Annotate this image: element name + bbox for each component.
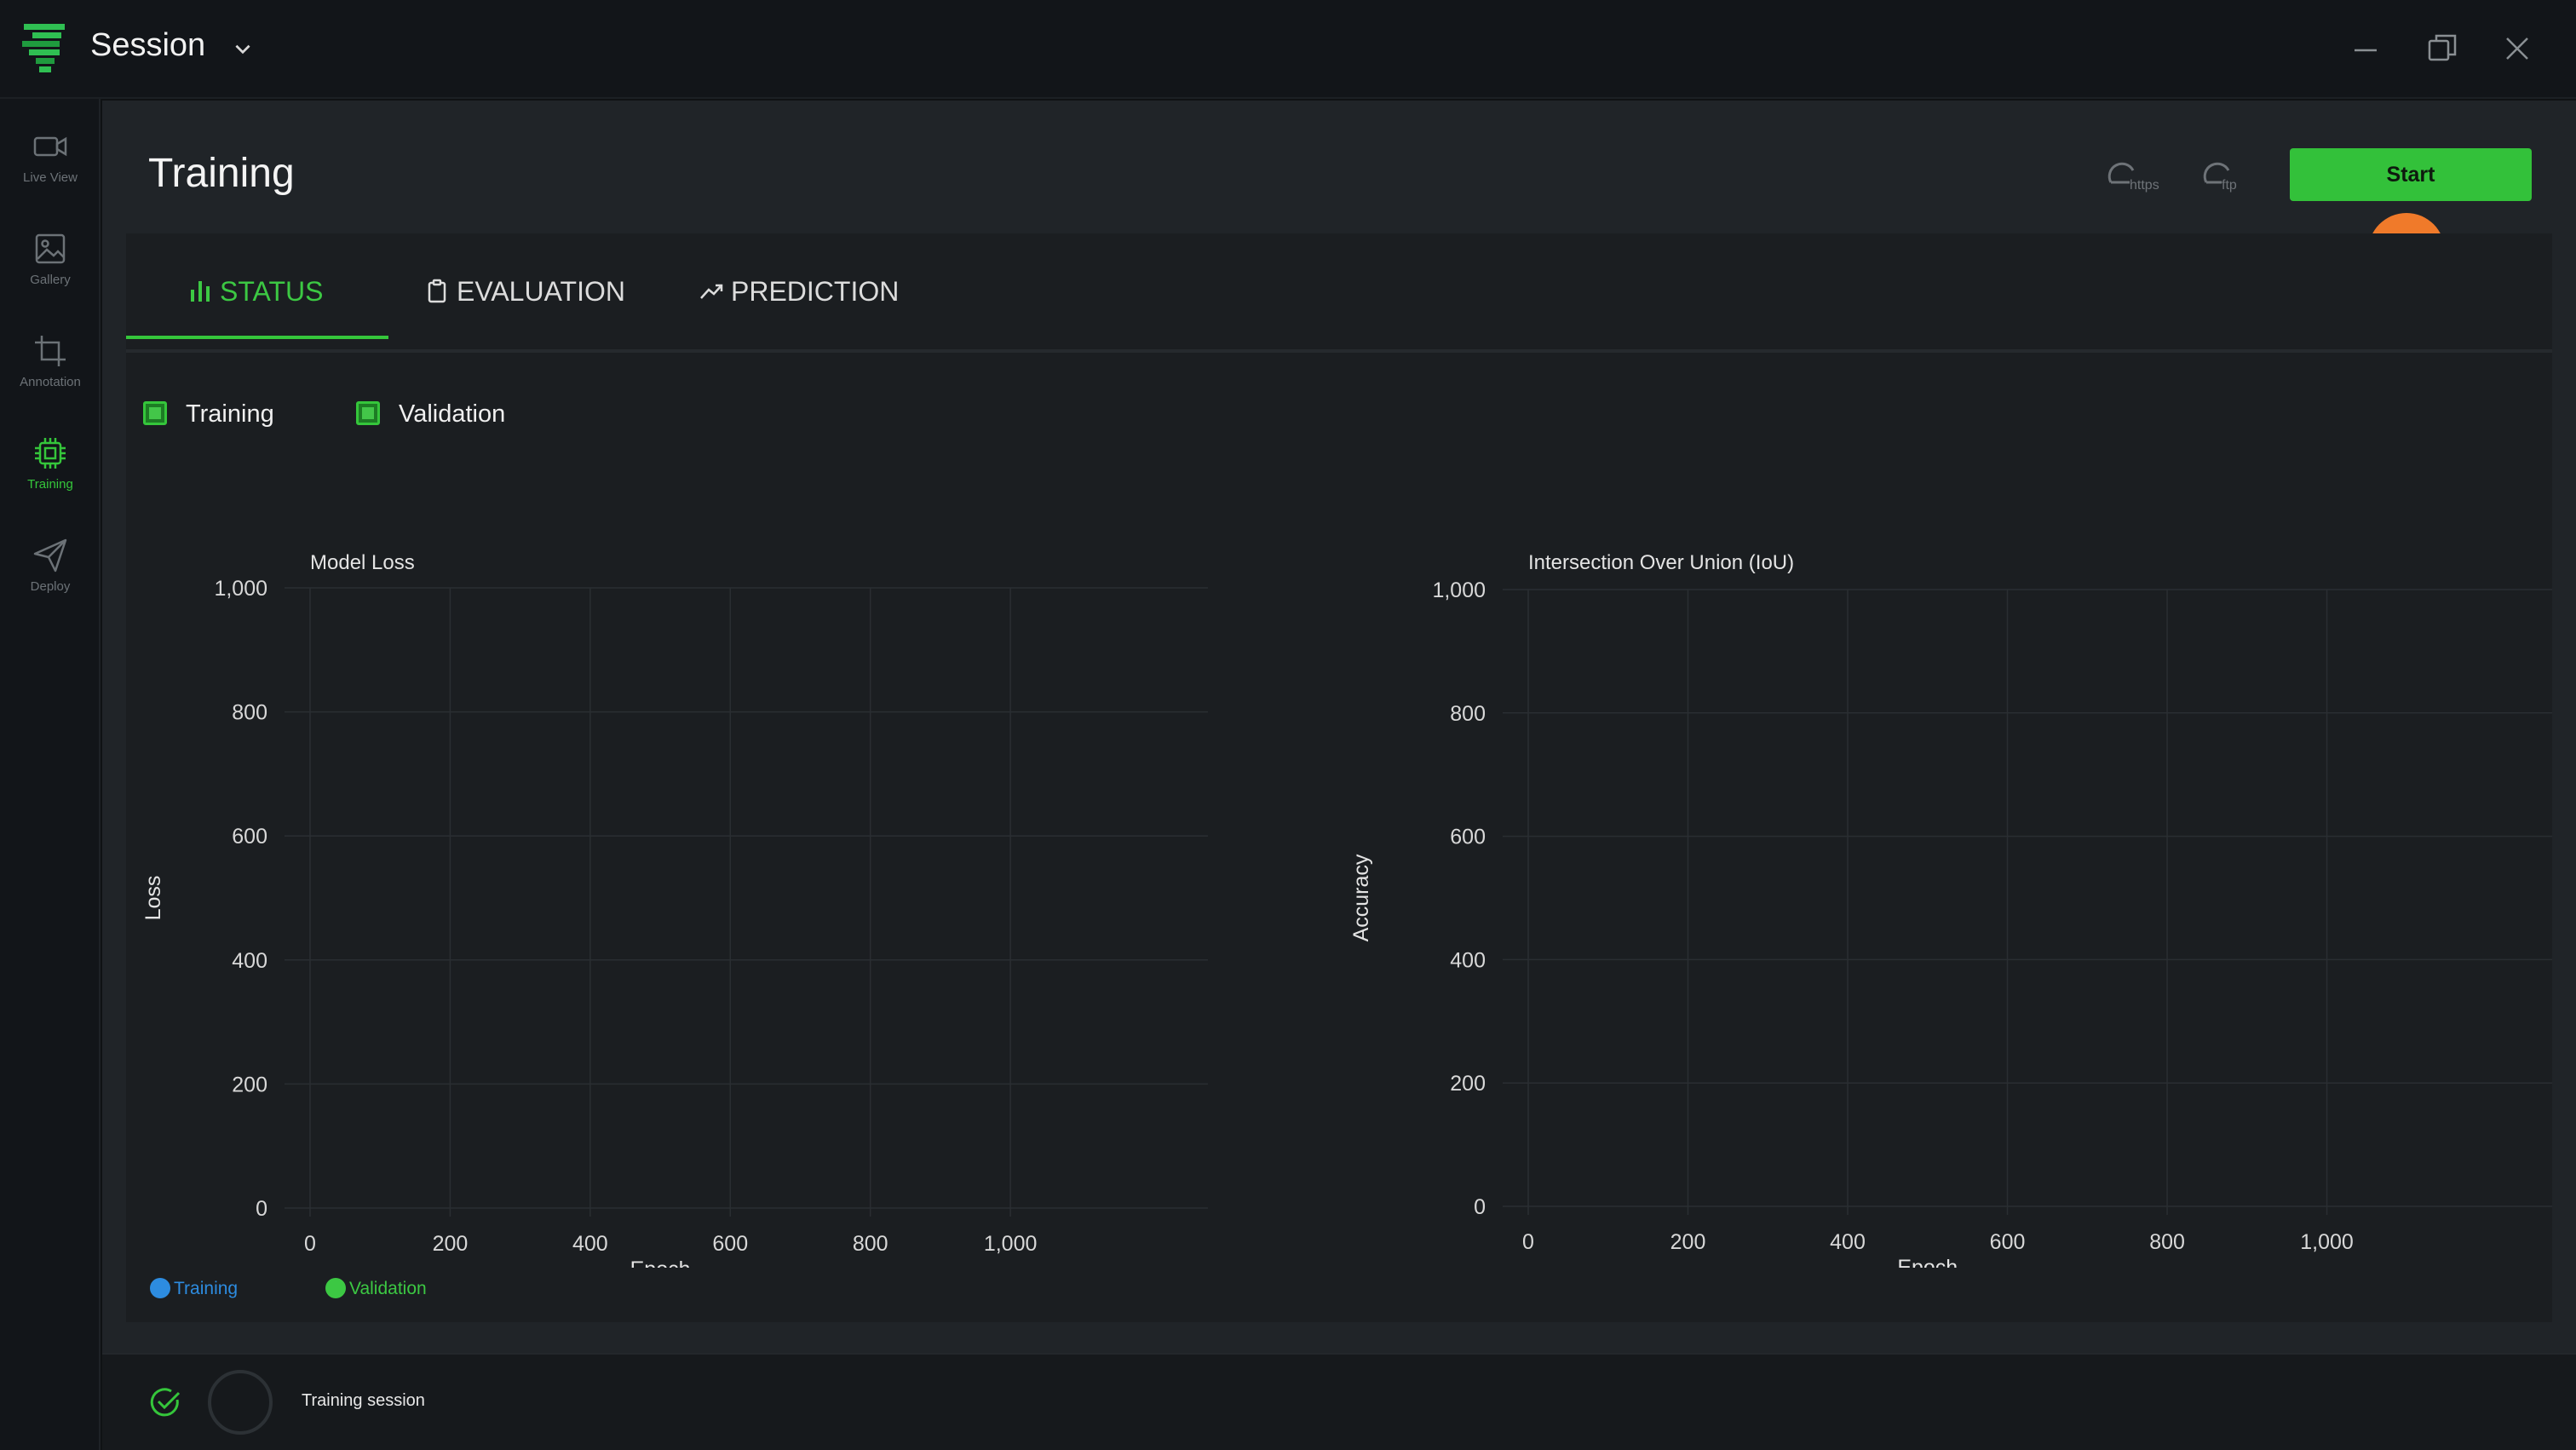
sidebar-item-label: Live View [23, 170, 78, 185]
tab-prediction[interactable]: PREDICTION [699, 276, 899, 319]
y-tick-label: 800 [1450, 702, 1486, 726]
tab-evaluation[interactable]: EVALUATION [424, 276, 625, 319]
sidebar-item-live-view[interactable]: Live View [0, 116, 101, 201]
y-tick-label: 1,000 [1432, 578, 1486, 602]
y-tick-label: 400 [1450, 948, 1486, 972]
main-panel: Training https ftp Start STATUS [102, 101, 2576, 1353]
cloud-ftp-icon[interactable]: ftp [2188, 148, 2264, 199]
y-tick-label: 200 [1450, 1072, 1486, 1096]
bar-chart-icon [191, 281, 210, 302]
status-bar: Training session [102, 1353, 2576, 1450]
check-circle-icon [150, 1388, 181, 1417]
y-axis-label: Accuracy [1349, 854, 1373, 941]
toggle-label: Validation [399, 400, 506, 428]
restore-icon[interactable] [2421, 27, 2464, 70]
tab-label: EVALUATION [457, 276, 625, 307]
sidebar-item-annotation[interactable]: Annotation [0, 320, 101, 406]
checkbox-icon [143, 401, 167, 425]
legend-dot [150, 1278, 170, 1298]
legend-training[interactable]: Training [150, 1278, 238, 1299]
sidebar-item-label: Gallery [30, 273, 71, 287]
x-tick-label: 400 [1830, 1230, 1866, 1254]
page-title: Training [148, 151, 295, 196]
send-icon [33, 538, 67, 573]
x-tick-label: 800 [2149, 1230, 2185, 1254]
x-tick-label: 200 [1670, 1230, 1706, 1254]
y-tick-label: 600 [232, 825, 267, 849]
tab-label: PREDICTION [731, 276, 900, 307]
app-logo[interactable] [20, 22, 68, 75]
chip-icon [35, 438, 66, 469]
x-tick-label: 600 [712, 1232, 748, 1256]
legend-validation[interactable]: Validation [325, 1278, 427, 1299]
y-tick-label: 1,000 [214, 577, 267, 601]
legend-label: Validation [349, 1279, 427, 1298]
x-tick-label: 600 [1990, 1230, 2026, 1254]
image-icon [35, 233, 66, 264]
x-tick-label: 0 [1522, 1230, 1534, 1254]
video-camera-icon [33, 136, 67, 157]
cloud-https-icon[interactable]: https [2092, 148, 2169, 199]
content-card: STATUS EVALUATION PREDICTION Training Va… [126, 233, 2552, 1322]
x-tick-label: 1,000 [2300, 1230, 2354, 1254]
x-tick-label: 400 [572, 1232, 608, 1256]
tab-label: STATUS [220, 276, 324, 307]
validation-series-toggle[interactable]: Validation [356, 400, 505, 434]
sidebar-item-gallery[interactable]: Gallery [0, 218, 101, 303]
progress-spinner [208, 1370, 273, 1435]
training-series-toggle[interactable]: Training [143, 400, 274, 434]
model-loss-chart: 0 200 400 600 800 1,000 0 200 400 600 800 1,000 Mode… [141, 551, 1208, 1268]
chevron-down-icon[interactable] [232, 37, 254, 60]
iou-chart: 0 200 400 600 800 1,000 0 200 400 600 800 1,000 Inte… [1349, 551, 2552, 1268]
title-bar: Session [0, 0, 2576, 99]
x-tick-label: 200 [433, 1232, 469, 1256]
status-text: Training session [302, 1391, 425, 1410]
cloud-ftp-label: ftp [2222, 178, 2237, 193]
close-icon[interactable] [2496, 27, 2539, 70]
sidebar-item-label: Deploy [30, 579, 71, 594]
checkbox-icon [356, 401, 380, 425]
y-tick-label: 600 [1450, 826, 1486, 849]
cloud-https-label: https [2130, 178, 2159, 193]
trending-up-icon [700, 284, 723, 299]
y-axis-label: Loss [141, 876, 165, 921]
x-tick-label: 800 [853, 1232, 888, 1256]
x-axis-label: Epoch [630, 1257, 691, 1268]
chart-title: Model Loss [310, 551, 415, 574]
sidebar-item-training[interactable]: Training [0, 423, 101, 508]
crop-icon [35, 336, 66, 366]
x-tick-label: 0 [304, 1232, 316, 1256]
y-tick-label: 0 [1474, 1195, 1486, 1219]
legend-label: Training [174, 1279, 239, 1298]
x-axis-label: Epoch [1897, 1256, 1958, 1268]
legend-dot [325, 1278, 346, 1298]
tab-status[interactable]: STATUS [187, 276, 323, 319]
chart-title: Intersection Over Union (IoU) [1528, 551, 1794, 574]
y-tick-label: 800 [232, 701, 267, 725]
start-button[interactable]: Start [2290, 148, 2532, 201]
sidebar-item-label: Annotation [20, 375, 81, 389]
x-tick-label: 1,000 [984, 1232, 1038, 1256]
minimize-icon[interactable] [2344, 27, 2387, 70]
sidebar-item-deploy[interactable]: Deploy [0, 525, 101, 610]
y-tick-label: 200 [232, 1073, 267, 1096]
clipboard-icon [428, 279, 446, 303]
active-tab-indicator [126, 336, 388, 339]
tab-bar: STATUS EVALUATION PREDICTION [126, 233, 2552, 353]
sidebar: Live View Gallery Annotation Training De… [0, 99, 101, 1450]
y-tick-label: 0 [256, 1197, 267, 1221]
toggle-label: Training [186, 400, 274, 428]
sidebar-item-label: Training [27, 477, 73, 492]
y-tick-label: 400 [232, 949, 267, 973]
session-title[interactable]: Session [90, 27, 206, 63]
